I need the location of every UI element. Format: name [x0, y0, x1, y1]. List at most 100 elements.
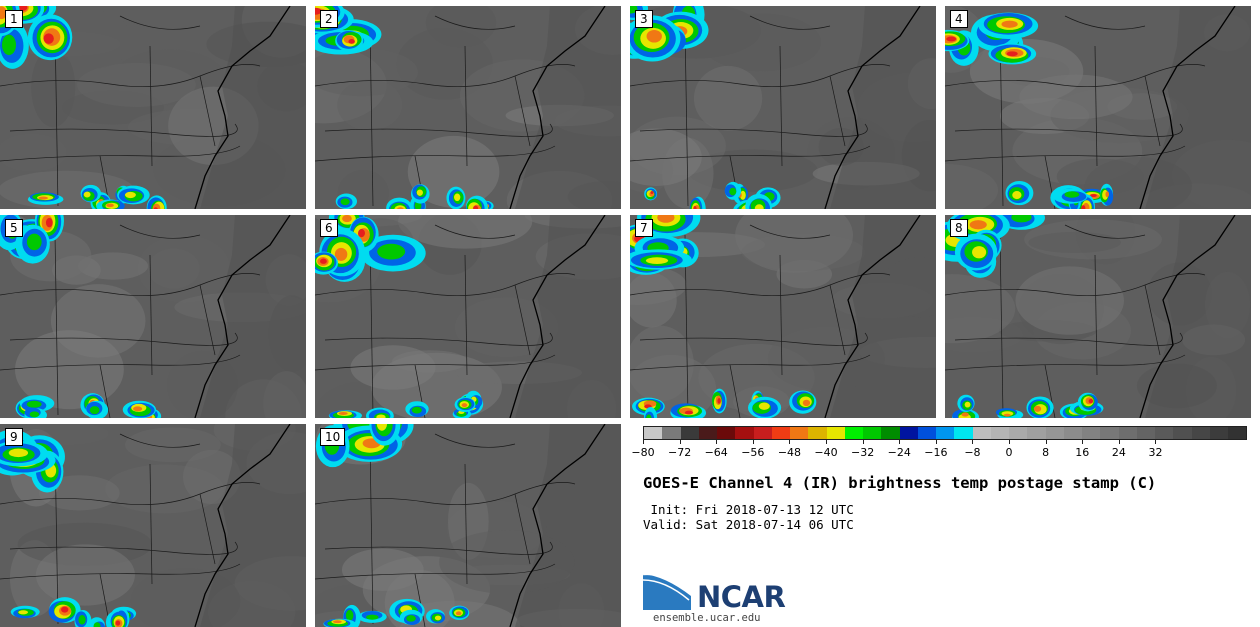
- colorbar-segment: [698, 427, 717, 439]
- satellite-map: [315, 424, 621, 627]
- satellite-map: [0, 424, 306, 627]
- colorbar-segment: [972, 427, 991, 439]
- forecast-panel-1: 1: [0, 6, 306, 209]
- panel-number: 9: [5, 428, 23, 446]
- panel-number: 2: [320, 10, 338, 28]
- colorbar-tick-mark: [1009, 440, 1011, 444]
- colorbar-segment: [808, 427, 827, 439]
- colorbar-segment: [1027, 427, 1046, 439]
- colorbar-tick-label: 0: [1005, 446, 1013, 459]
- colorbar-tick-mark: [1118, 440, 1120, 444]
- satellite-map: [0, 6, 306, 209]
- satellite-map: [945, 6, 1251, 209]
- colorbar-segment: [1009, 427, 1028, 439]
- valid-time: Valid: Sat 2018-07-14 06 UTC: [643, 517, 854, 532]
- colorbar-tick-mark: [935, 440, 937, 444]
- colorbar-tick-label: −72: [667, 446, 692, 459]
- panel-number: 6: [320, 219, 338, 237]
- colorbar-segment: [1118, 427, 1137, 439]
- colorbar-segment: [899, 427, 918, 439]
- colorbar-tick-mark: [679, 440, 681, 444]
- ncar-logo-text: NCAR: [697, 580, 786, 614]
- colorbar-tick-label: −56: [741, 446, 765, 459]
- colorbar-segment: [644, 427, 663, 439]
- panel-number: 7: [635, 219, 653, 237]
- colorbar-tick-mark: [716, 440, 718, 444]
- colorbar-segment: [844, 427, 863, 439]
- forecast-panel-6: 6: [315, 215, 621, 418]
- colorbar-tick-label: 16: [1075, 446, 1090, 459]
- colorbar-segment: [680, 427, 699, 439]
- colorbar-tick-mark: [789, 440, 791, 444]
- panel-number: 10: [320, 428, 346, 446]
- colorbar-segment: [1228, 427, 1247, 439]
- colorbar-tick-label: −48: [777, 446, 802, 459]
- colorbar-tick-label: −40: [814, 446, 838, 459]
- colorbar-tick-mark: [899, 440, 901, 444]
- forecast-panel-5: 5: [0, 215, 306, 418]
- satellite-map: [945, 215, 1251, 418]
- colorbar-segment: [753, 427, 772, 439]
- temperature-colorbar: [643, 426, 1247, 440]
- colorbar-segment: [917, 427, 936, 439]
- colorbar-tick-label: −8: [964, 446, 981, 459]
- forecast-panel-8: 8: [945, 215, 1251, 418]
- forecast-panel-2: 2: [315, 6, 621, 209]
- ensemble-url: ensemble.ucar.edu: [653, 612, 761, 624]
- colorbar-tick-mark: [1082, 440, 1084, 444]
- satellite-map: [630, 215, 936, 418]
- satellite-map: [630, 6, 936, 209]
- colorbar-tick-mark: [643, 440, 644, 444]
- forecast-panel-3: 3: [630, 6, 936, 209]
- ncar-logo-icon: [643, 572, 694, 610]
- colorbar-tick-label: −32: [851, 446, 875, 459]
- colorbar-tick-label: −80: [631, 446, 655, 459]
- panel-number: 1: [5, 10, 23, 28]
- colorbar-segment: [1173, 427, 1192, 439]
- colorbar-segment: [826, 427, 845, 439]
- colorbar-tick-mark: [1155, 440, 1157, 444]
- satellite-map: [315, 215, 621, 418]
- panel-number: 5: [5, 219, 23, 237]
- colorbar-segment: [1100, 427, 1119, 439]
- colorbar-tick-label: 32: [1148, 446, 1163, 459]
- forecast-panel-10: 10: [315, 424, 621, 627]
- colorbar-tick-mark: [1045, 440, 1047, 444]
- colorbar-segment: [771, 427, 790, 439]
- colorbar-tick-label: −16: [924, 446, 948, 459]
- colorbar-segment: [1209, 427, 1228, 439]
- colorbar-segment: [1155, 427, 1174, 439]
- colorbar-segment: [954, 427, 973, 439]
- init-time: Init: Fri 2018-07-13 12 UTC: [643, 502, 854, 517]
- colorbar-segment: [863, 427, 882, 439]
- colorbar-segment: [936, 427, 955, 439]
- colorbar-ticks: −80 −72 −64 −56 −48 −40 −32 −24 −16 −8 0 8 16 24 32: [631, 440, 1247, 460]
- colorbar-tick-label: 8: [1042, 446, 1050, 459]
- colorbar-tick-mark: [752, 440, 754, 444]
- colorbar-segment: [1045, 427, 1064, 439]
- panel-number: 3: [635, 10, 653, 28]
- colorbar-segment: [1082, 427, 1101, 439]
- forecast-panel-9: 9: [0, 424, 306, 627]
- panel-number: 8: [950, 219, 968, 237]
- satellite-map: [315, 6, 621, 209]
- colorbar-tick-label: 24: [1111, 446, 1126, 459]
- colorbar-segment: [717, 427, 736, 439]
- colorbar-segment: [790, 427, 809, 439]
- colorbar-segment: [1063, 427, 1082, 439]
- panel-number: 4: [950, 10, 968, 28]
- colorbar-tick-mark: [826, 440, 828, 444]
- colorbar-tick-mark: [972, 440, 974, 444]
- satellite-map: [0, 215, 306, 418]
- colorbar-segment: [735, 427, 754, 439]
- colorbar-segment: [1136, 427, 1155, 439]
- colorbar-segment: [1191, 427, 1210, 439]
- colorbar-tick-label: −24: [887, 446, 911, 459]
- colorbar-segment: [662, 427, 681, 439]
- colorbar-tick-label: −64: [704, 446, 728, 459]
- colorbar-segment: [990, 427, 1009, 439]
- forecast-panel-7: 7: [630, 215, 936, 418]
- figure-title: GOES-E Channel 4 (IR) brightness temp po…: [643, 474, 1157, 492]
- colorbar-tick-mark: [862, 440, 864, 444]
- forecast-panel-4: 4: [945, 6, 1251, 209]
